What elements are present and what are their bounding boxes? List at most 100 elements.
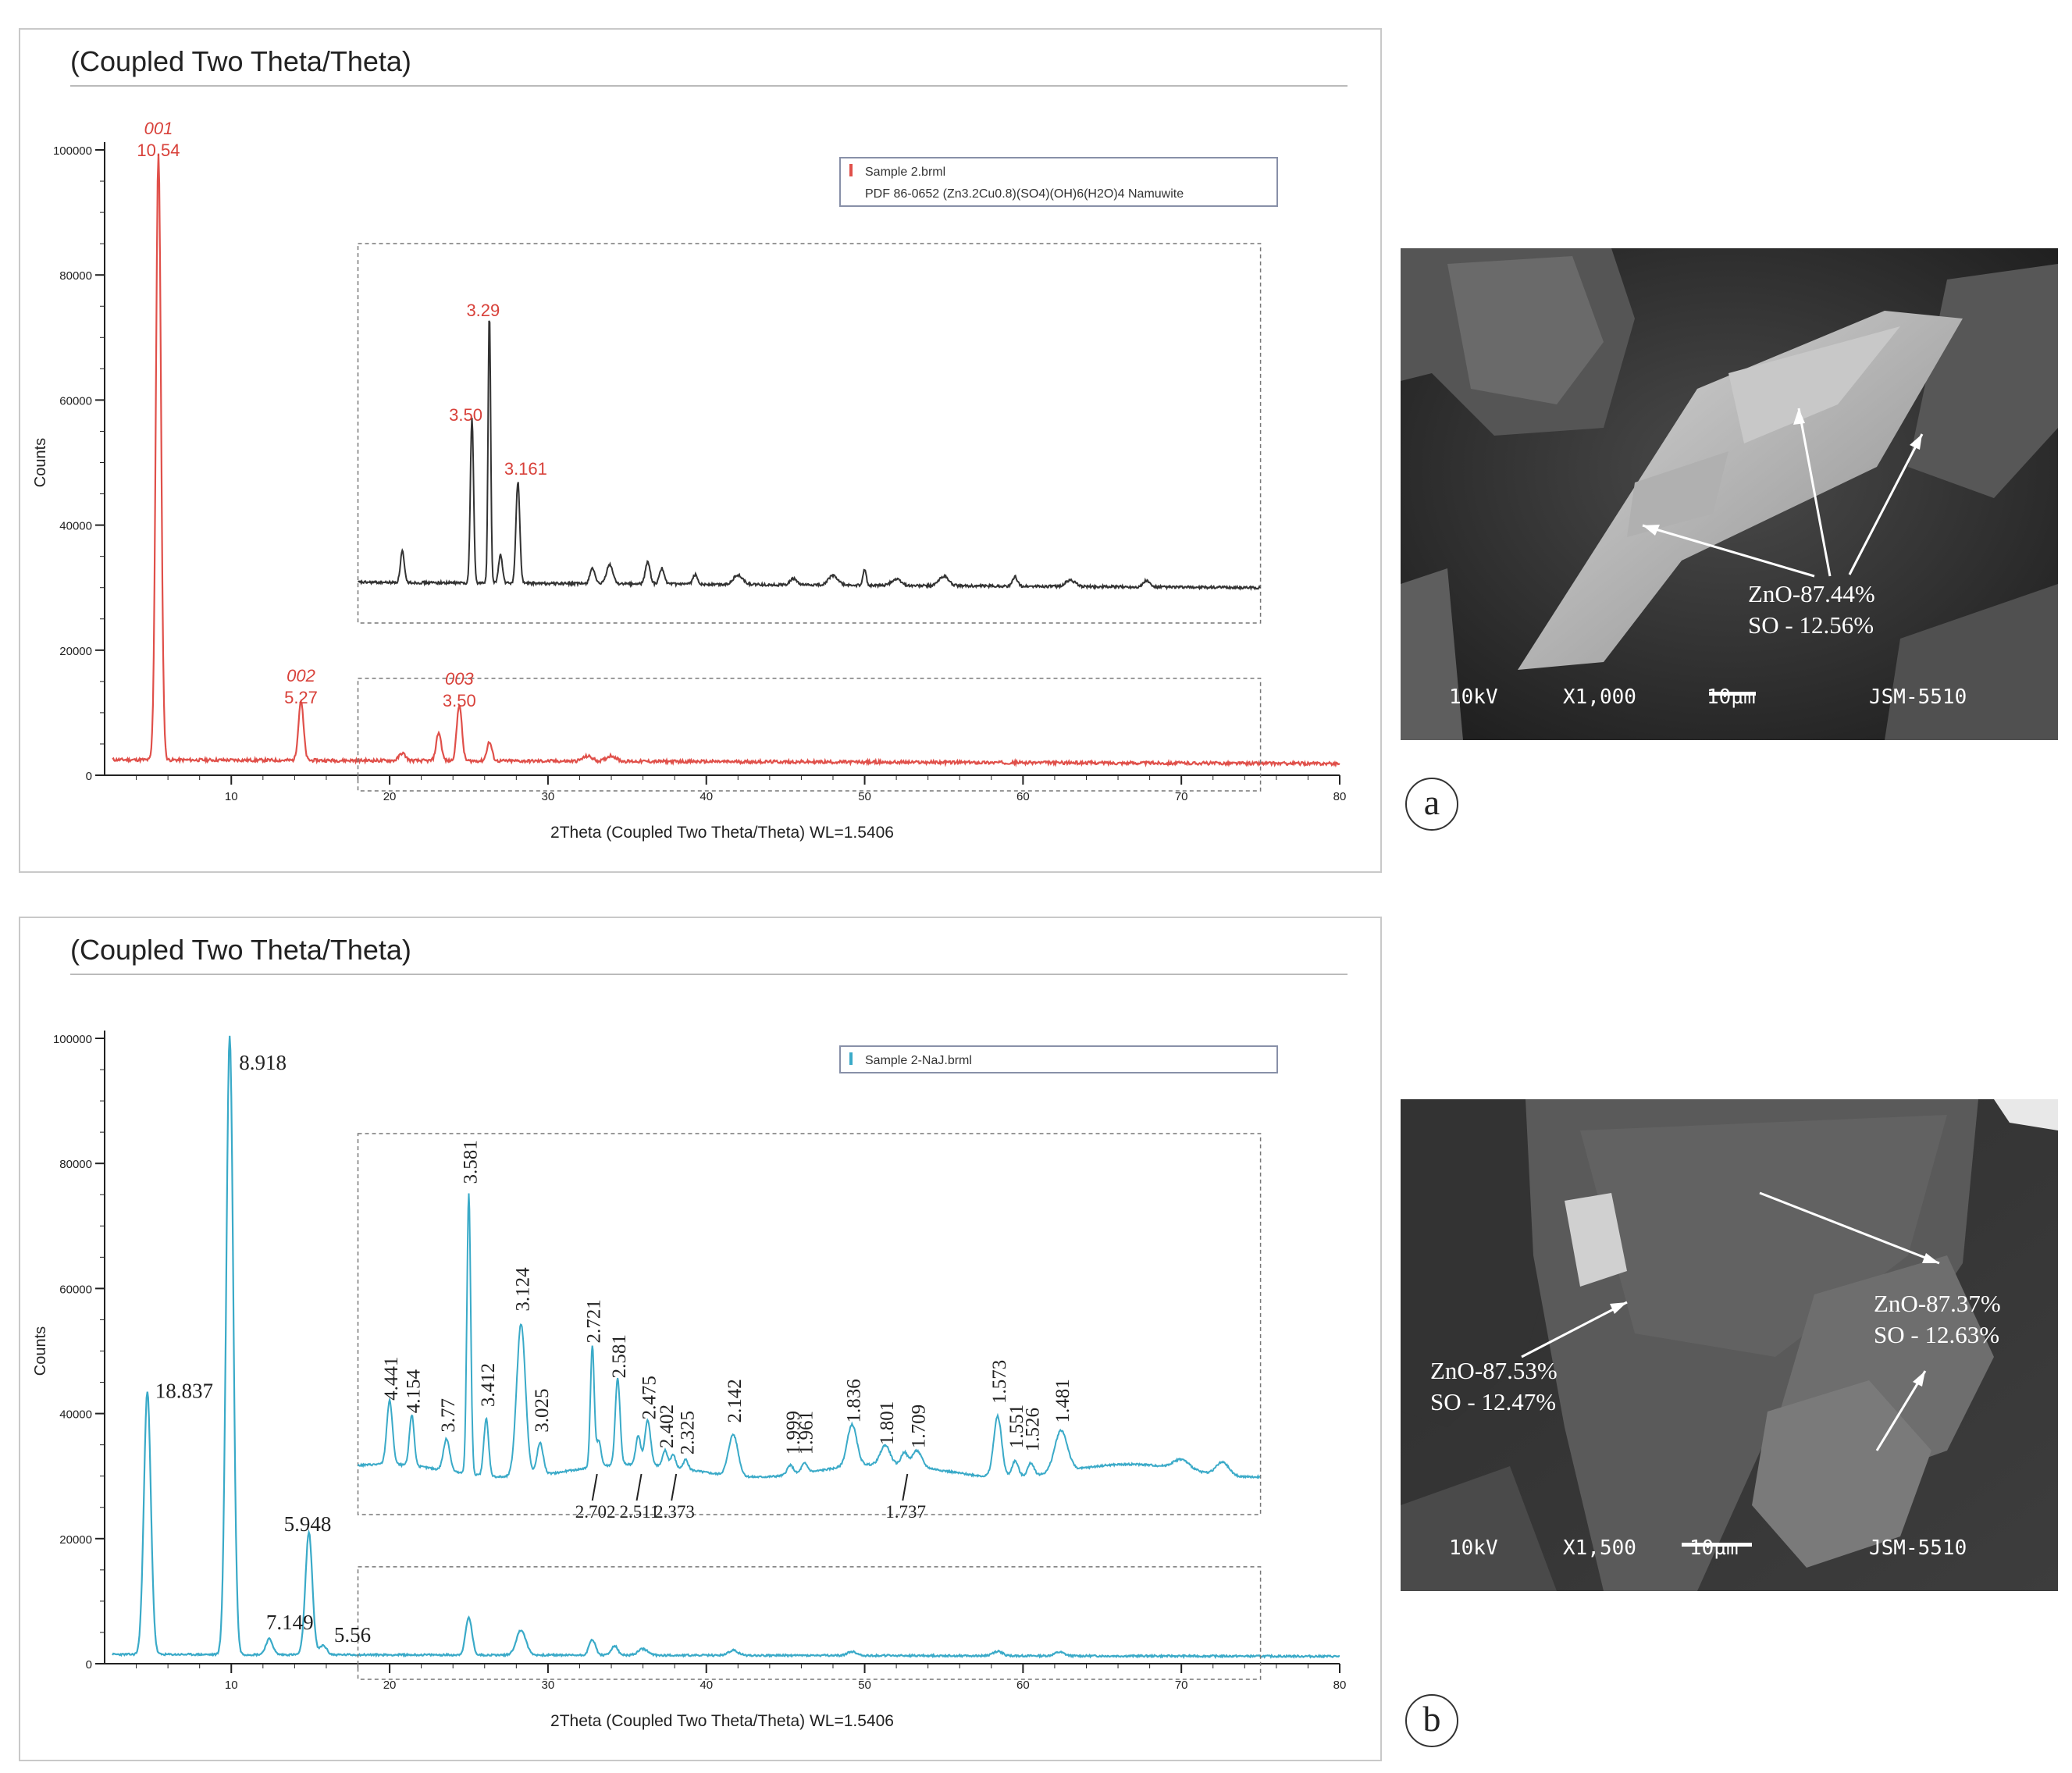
peak-d-label: 10.54 (137, 141, 180, 160)
peak-d-label: 5.948 (284, 1512, 332, 1536)
inset-spectrum-line (357, 320, 1261, 591)
zoom-source-box (357, 1566, 1262, 1680)
y-tick-label: 100000 (53, 1033, 92, 1046)
peak-hkl-label: 003 (445, 669, 474, 689)
peak-d-label: 7.149 (266, 1611, 314, 1634)
inset-peak-label: 3.581 (460, 1140, 481, 1184)
x-tick-label: 70 (1175, 1679, 1188, 1692)
x-tick-label: 10 (225, 790, 238, 803)
legend-swatch (849, 164, 853, 176)
inset-peak-label: 3.161 (504, 459, 547, 479)
y-tick-label: 100000 (53, 144, 92, 158)
xrd-panel-b: (Coupled Two Theta/Theta) 0 20000 40000 600… (19, 917, 1382, 1761)
y-tick-label: 40000 (59, 520, 92, 533)
inset-peak-label: 3.77 (438, 1398, 459, 1433)
inset-peak-label: 3.025 (532, 1388, 553, 1432)
inset-peak-label: 3.50 (449, 405, 482, 425)
y-tick-label: 40000 (59, 1408, 92, 1422)
peak-d-label: 5.56 (334, 1623, 371, 1647)
x-tick-label: 50 (858, 1679, 871, 1692)
inset-peak-label: 1.836 (843, 1379, 864, 1422)
legend-box (839, 157, 1278, 207)
sem-b-instrument: JSM-5510 (1869, 1536, 1967, 1560)
panel-a-title: (Coupled Two Theta/Theta) (70, 45, 411, 77)
inset-peak-label: 1.573 (989, 1360, 1010, 1404)
inset-peak-label: 3.412 (478, 1363, 499, 1407)
y-tick-label: 60000 (59, 394, 92, 408)
chart-plot-area: 0 20000 40000 60000 80000 100000 10 20 30 40 50 60 7… (32, 85, 1348, 842)
y-tick-label: 20000 (59, 1533, 92, 1547)
x-tick-label: 80 (1333, 790, 1347, 803)
y-axis-label: Counts (32, 438, 49, 487)
xrd-panel-a: (Coupled Two Theta/Theta) 0 20000 40000 600… (19, 28, 1382, 873)
main-spectrum-line (112, 1035, 1340, 1660)
sem-image-b-graphic (1401, 1099, 2058, 1591)
main-spectrum-line (112, 153, 1340, 768)
inset-peak-label: 1.481 (1052, 1379, 1073, 1422)
inset-arrow (671, 1473, 678, 1501)
inset-peak-label-below: 1.737 (885, 1502, 926, 1522)
inset-peak-label: 1.551 (1006, 1405, 1027, 1448)
subfigure-label-b: b (1405, 1694, 1458, 1747)
xrd-chart-b: 0 20000 40000 60000 80000 100000 10 20 30 40 50 60 7… (32, 974, 1348, 1730)
x-axis-label: 2Theta (Coupled Two Theta/Theta) WL=1.54… (550, 1712, 894, 1730)
x-tick-label: 30 (542, 1679, 555, 1692)
sem-a-instrument: JSM-5510 (1869, 685, 1967, 709)
sem-b-annotation-right-line1: ZnO-87.37% (1874, 1290, 2001, 1317)
y-axis-label: Counts (32, 1326, 49, 1376)
inset-arrow (635, 1473, 643, 1501)
sem-image-a: ZnO-87.44% SO - 12.56% 10kV X1,000 10µm … (1401, 248, 2058, 740)
inset-peak-label-below: 2.511 (620, 1502, 660, 1522)
inset-peak-label: 4.441 (381, 1357, 402, 1401)
inset-peak-label: 1.526 (1023, 1408, 1044, 1451)
inset-peak-label: 2.325 (677, 1411, 698, 1454)
inset-peak-label: 3.29 (466, 301, 500, 320)
inset-box (357, 1133, 1262, 1515)
inset-peak-label: 4.154 (403, 1369, 424, 1413)
inset-peak-label: 1.961 (796, 1411, 817, 1454)
x-tick-label: 60 (1016, 1679, 1030, 1692)
subfigure-label-a: a (1405, 778, 1458, 831)
x-tick-label: 20 (383, 790, 397, 803)
x-tick-label: 40 (700, 1679, 713, 1692)
inset-arrow (591, 1473, 598, 1501)
sem-b-scale: 10µm (1689, 1536, 1739, 1560)
sem-image-a-graphic (1401, 248, 2058, 740)
legend-box (839, 1045, 1278, 1073)
inset-spectrum-line (357, 1193, 1261, 1479)
inset-box (357, 243, 1262, 624)
inset-peak-label: 2.142 (724, 1379, 746, 1422)
y-tick-label: 0 (86, 770, 92, 783)
sem-image-b: ZnO-87.53% SO - 12.47% ZnO-87.37% SO - 1… (1401, 1099, 2058, 1591)
inset-peak-label-below: 2.702 (575, 1502, 616, 1522)
x-tick-label: 60 (1016, 790, 1030, 803)
sem-a-scale: 10µm (1707, 685, 1756, 709)
x-tick-label: 70 (1175, 790, 1188, 803)
y-tick-label: 20000 (59, 645, 92, 658)
x-tick-label: 80 (1333, 1679, 1347, 1692)
y-tick-label: 80000 (59, 1158, 92, 1171)
y-tick-label: 80000 (59, 269, 92, 283)
inset-peak-label: 2.721 (584, 1299, 605, 1343)
sem-a-annotation-line2: SO - 12.56% (1748, 611, 1874, 639)
zoom-source-box (357, 678, 1262, 792)
sem-b-annotation-left-line1: ZnO-87.53% (1430, 1357, 1558, 1384)
inset-peak-label: 1.801 (877, 1401, 898, 1445)
legend-entry: Sample 2.brml (865, 166, 945, 179)
x-tick-label: 30 (542, 790, 555, 803)
x-tick-label: 10 (225, 1679, 238, 1692)
xrd-chart-a: 0 20000 40000 60000 80000 100000 10 20 30 40 50 60 7… (32, 85, 1348, 842)
sem-a-annotation-line1: ZnO-87.44% (1748, 580, 1875, 607)
inset-peak-label: 2.402 (657, 1405, 678, 1448)
inset-peak-label: 3.124 (512, 1267, 533, 1312)
peak-d-label: 3.50 (443, 691, 476, 710)
inset-peak-label: 1.709 (908, 1405, 929, 1448)
inset-peak-label: 2.581 (609, 1334, 630, 1378)
sem-b-kv: 10kV (1449, 1536, 1498, 1560)
sem-b-mag: X1,500 (1563, 1536, 1636, 1560)
x-tick-label: 20 (383, 1679, 397, 1692)
y-tick-label: 0 (86, 1658, 92, 1672)
legend-entry: PDF 86-0652 (Zn3.2Cu0.8)(SO4)(OH)6(H2O)4… (865, 187, 1184, 201)
legend-swatch (849, 1052, 853, 1065)
peak-d-label: 18.837 (155, 1380, 213, 1403)
